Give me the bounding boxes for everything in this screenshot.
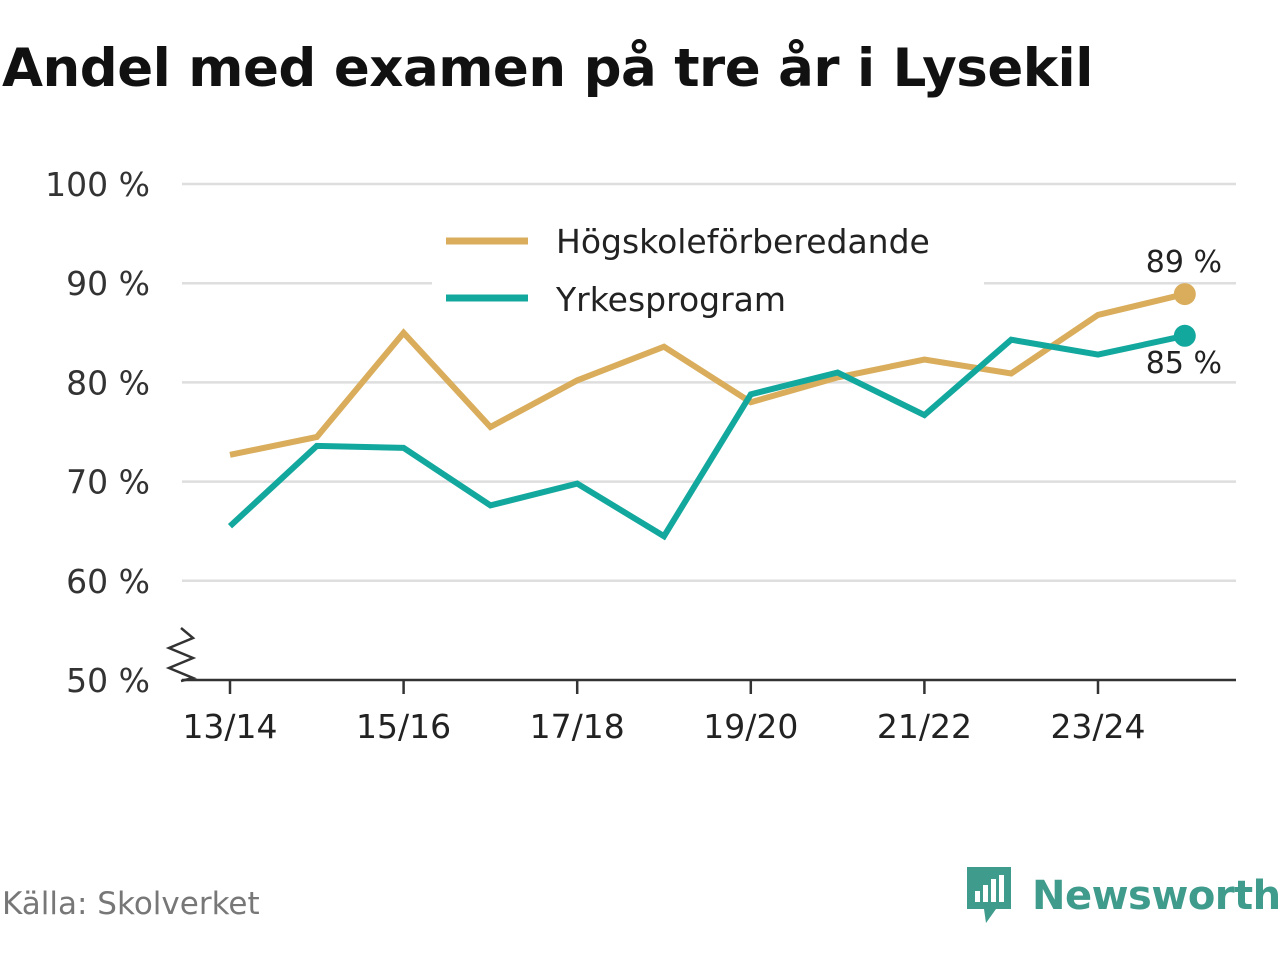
- newsworthy-logo-icon: [967, 867, 1011, 923]
- end-label-hogskoleforberedande: 89 %: [1146, 245, 1222, 280]
- y-tick-label: 80 %: [66, 363, 150, 402]
- x-tick-label: 19/20: [703, 707, 798, 746]
- series-lines: [227, 283, 1196, 541]
- brand-logo: Newsworthy: [964, 864, 1280, 928]
- y-tick-label: 70 %: [66, 463, 150, 502]
- series-line-yrkesprogram: [227, 332, 1186, 541]
- line-chart: 50 % 60 % 70 % 80 % 90 % 100 % 13/14 15/16 17/1…: [45, 165, 1236, 746]
- legend-label-hogskoleforberedande: Högskoleförberedande: [556, 222, 930, 261]
- series-line-hogskoleforberedande: [229, 291, 1186, 458]
- x-tick-label: 17/18: [530, 707, 625, 746]
- legend: Högskoleförberedande Yrkesprogram: [432, 212, 984, 324]
- x-tick-label: 23/24: [1050, 707, 1145, 746]
- source-text: Källa: Skolverket: [2, 886, 260, 922]
- y-tick-label: 50 %: [66, 661, 150, 700]
- y-tick-labels: 50 % 60 % 70 % 80 % 90 % 100 %: [45, 165, 150, 700]
- x-tick-label: 15/16: [356, 707, 451, 746]
- x-tick-label: 21/22: [877, 707, 972, 746]
- legend-label-yrkesprogram: Yrkesprogram: [555, 280, 786, 319]
- legend-background: [432, 212, 984, 324]
- x-tick-label: 13/14: [182, 707, 277, 746]
- brand-name: Newsworthy: [1032, 873, 1280, 919]
- y-tick-label: 90 %: [66, 264, 150, 303]
- chart-title: Andel med examen på tre år i Lysekil: [2, 38, 1093, 99]
- y-tick-label: 60 %: [66, 562, 150, 601]
- x-axis: [165, 627, 1236, 694]
- end-point-yrkesprogram: [1173, 324, 1196, 347]
- end-labels: 89 % 85 %: [1146, 245, 1222, 381]
- end-label-yrkesprogram: 85 %: [1146, 346, 1222, 381]
- axis-break-icon: [165, 627, 197, 683]
- y-tick-label: 100 %: [45, 165, 150, 204]
- x-tick-labels: 13/14 15/16 17/18 19/20 21/22 23/24: [182, 707, 1145, 746]
- end-point-hogskoleforberedande: [1173, 283, 1196, 306]
